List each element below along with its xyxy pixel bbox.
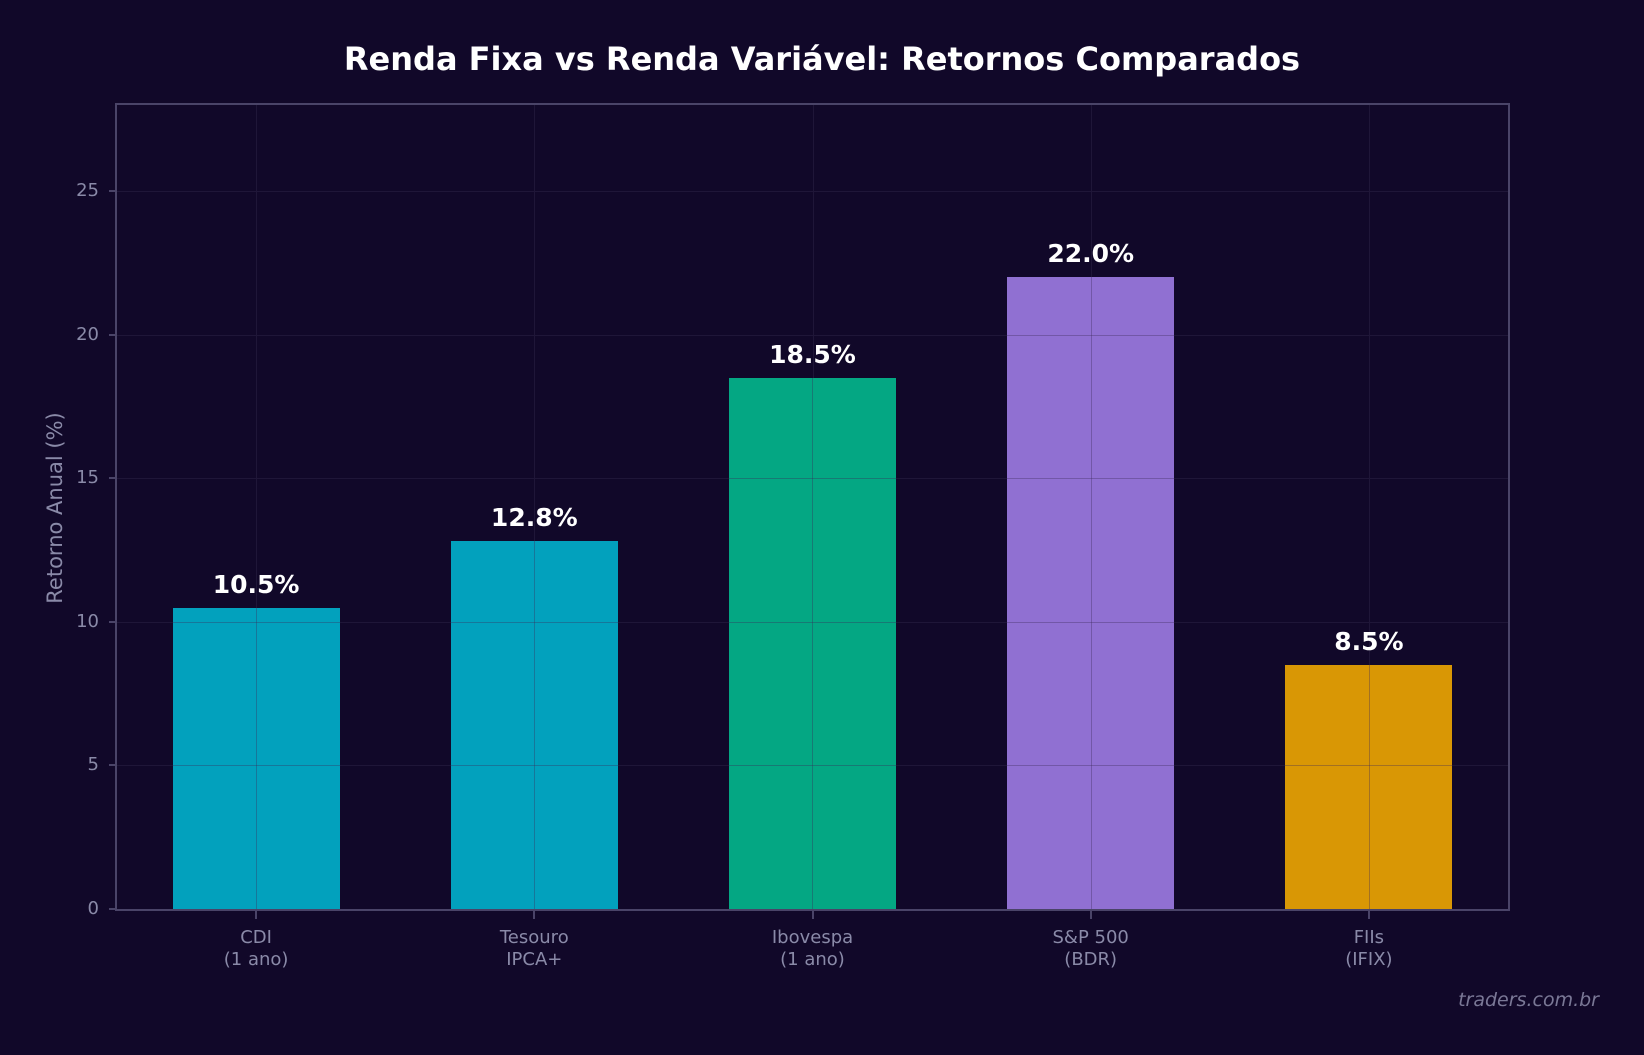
x-tick-label: Tesouro IPCA+	[499, 927, 569, 970]
y-tick	[109, 190, 117, 193]
x-tick	[811, 911, 814, 919]
bar	[1285, 664, 1453, 909]
y-axis-label: Retorno Anual (%)	[43, 412, 67, 604]
gridline-vertical	[534, 105, 536, 909]
x-tick-label: FIIs (IFIX)	[1345, 927, 1393, 970]
bar	[450, 541, 618, 909]
y-tick-label: 5	[87, 754, 99, 776]
x-tick-label: Ibovespa (1 ano)	[771, 927, 854, 970]
bar-value-label: 18.5%	[769, 339, 856, 369]
watermark: traders.com.br	[1458, 989, 1599, 1011]
x-tick	[533, 911, 536, 919]
y-tick-label: 15	[76, 467, 99, 489]
y-tick-label: 25	[76, 180, 99, 202]
y-tick-label: 10	[76, 610, 99, 632]
x-tick-label: CDI (1 ano)	[223, 927, 289, 970]
y-tick	[109, 333, 117, 336]
x-tick-label: S&P 500 (BDR)	[1052, 927, 1129, 970]
y-tick	[109, 620, 117, 623]
x-tick	[1089, 911, 1092, 919]
bar-value-label: 10.5%	[212, 569, 300, 599]
x-tick	[1367, 911, 1370, 919]
y-tick	[109, 477, 117, 480]
y-tick	[109, 908, 117, 910]
plot-area: 10.5% 12.8% 18.5% 22.0% 8.5%	[109, 103, 1510, 919]
bar	[729, 377, 896, 909]
bar-value-label: 22.0%	[1047, 239, 1135, 269]
y-tick-label: 0	[87, 898, 99, 919]
gridline-vertical	[1368, 105, 1370, 909]
gridline-vertical	[256, 105, 258, 909]
bar	[1007, 277, 1175, 909]
bar-value-label: 12.8%	[490, 503, 578, 533]
bar-value-label: 8.5%	[1334, 626, 1404, 656]
y-tick	[109, 764, 117, 767]
chart-title: Renda Fixa vs Renda Variável: Retornos C…	[343, 40, 1301, 78]
y-tick-label: 20	[76, 323, 99, 345]
bar	[172, 607, 340, 909]
x-tick	[255, 911, 258, 919]
